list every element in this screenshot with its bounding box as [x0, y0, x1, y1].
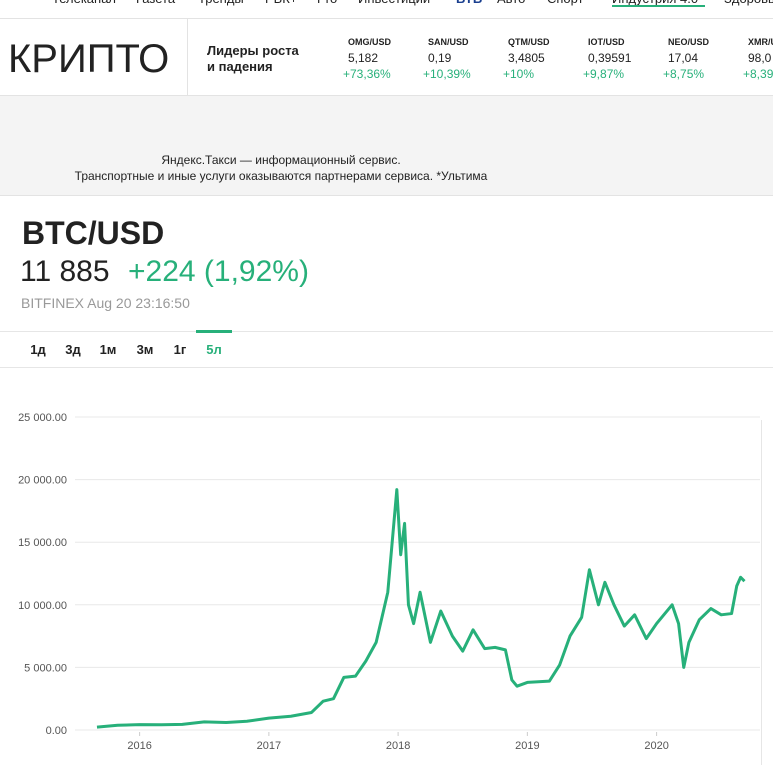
- x-tick-label: 2017: [257, 740, 281, 752]
- ticker-price[interactable]: 17,04: [668, 51, 698, 65]
- y-tick-label: 10 000.00: [18, 600, 67, 612]
- ad-text: Яндекс.Такси — информационный сервис.: [161, 153, 400, 167]
- y-tick-label: 5 000.00: [24, 662, 67, 674]
- period-active-bar: [196, 330, 232, 333]
- ticker-pair[interactable]: NEO/USD: [668, 37, 710, 47]
- nav-link[interactable]: Здоровье: [724, 0, 773, 6]
- ticker-change[interactable]: +8,75%: [663, 67, 704, 81]
- nav-link[interactable]: РБК+: [265, 0, 297, 6]
- nav-link[interactable]: Газета: [136, 0, 176, 6]
- price-line: [96, 488, 746, 729]
- nav-link[interactable]: Спорт: [547, 0, 584, 6]
- ticker-pair[interactable]: SAN/USD: [428, 37, 469, 47]
- ticker-change[interactable]: +9,87%: [583, 67, 624, 81]
- ticker-pair[interactable]: OMG/USD: [348, 37, 392, 47]
- ticker-pair[interactable]: QTM/USD: [508, 37, 550, 47]
- nav-link[interactable]: Авто: [497, 0, 525, 6]
- period-tab[interactable]: 1г: [174, 342, 187, 357]
- quote-source: BITFINEX Aug 20 23:16:50: [21, 295, 190, 311]
- ticker-change[interactable]: +73,36%: [343, 67, 391, 81]
- ticker-price[interactable]: 3,4805: [508, 51, 545, 65]
- y-tick-label: 15 000.00: [18, 537, 67, 549]
- quote-change: +224 (1,92%): [128, 255, 309, 288]
- page-title: КРИПТО: [8, 37, 169, 81]
- nav-link[interactable]: ВТБ: [456, 0, 482, 6]
- period-tab[interactable]: 1м: [100, 342, 117, 357]
- period-tab[interactable]: 5л: [206, 342, 222, 357]
- nav-underline: [612, 5, 705, 7]
- ticker-pair[interactable]: XMR/USD: [748, 37, 773, 47]
- y-tick-label: 25 000.00: [18, 412, 67, 424]
- nav-link[interactable]: Телеканал: [52, 0, 116, 6]
- x-tick-label: 2016: [127, 740, 151, 752]
- nav-link[interactable]: Инвестиции: [358, 0, 430, 6]
- y-tick-label: 20 000.00: [18, 475, 67, 487]
- ticker-change[interactable]: +10,39%: [423, 67, 471, 81]
- ad-text: Транспортные и иные услуги оказываются п…: [75, 169, 488, 183]
- ticker-pair[interactable]: IOT/USD: [588, 37, 625, 47]
- x-tick-label: 2020: [644, 740, 668, 752]
- period-tab[interactable]: 1д: [30, 342, 46, 357]
- ticker-price[interactable]: 5,182: [348, 51, 378, 65]
- ticker-change[interactable]: +8,39: [743, 67, 773, 81]
- ticker-price[interactable]: 98,0: [748, 51, 772, 65]
- ad-block: [0, 96, 773, 195]
- quote-pair: BTC/USD: [22, 215, 164, 251]
- ticker-price[interactable]: 0,39591: [588, 51, 632, 65]
- nav-link[interactable]: Тренды: [198, 0, 244, 6]
- x-tick-label: 2018: [386, 740, 410, 752]
- x-tick-label: 2019: [515, 740, 539, 752]
- period-tab[interactable]: 3м: [137, 342, 154, 357]
- ticker-change[interactable]: +10%: [503, 67, 534, 81]
- quote-price: 11 885: [20, 255, 110, 288]
- ticker-title: и падения: [207, 59, 273, 74]
- y-tick-label: 0.00: [46, 725, 67, 737]
- nav-link[interactable]: Pro: [317, 0, 337, 6]
- ticker-price[interactable]: 0,19: [428, 51, 452, 65]
- nav-link[interactable]: Индустрия 4.0: [612, 0, 698, 6]
- period-tab[interactable]: 3д: [65, 342, 81, 357]
- ticker-title: Лидеры роста: [207, 43, 300, 58]
